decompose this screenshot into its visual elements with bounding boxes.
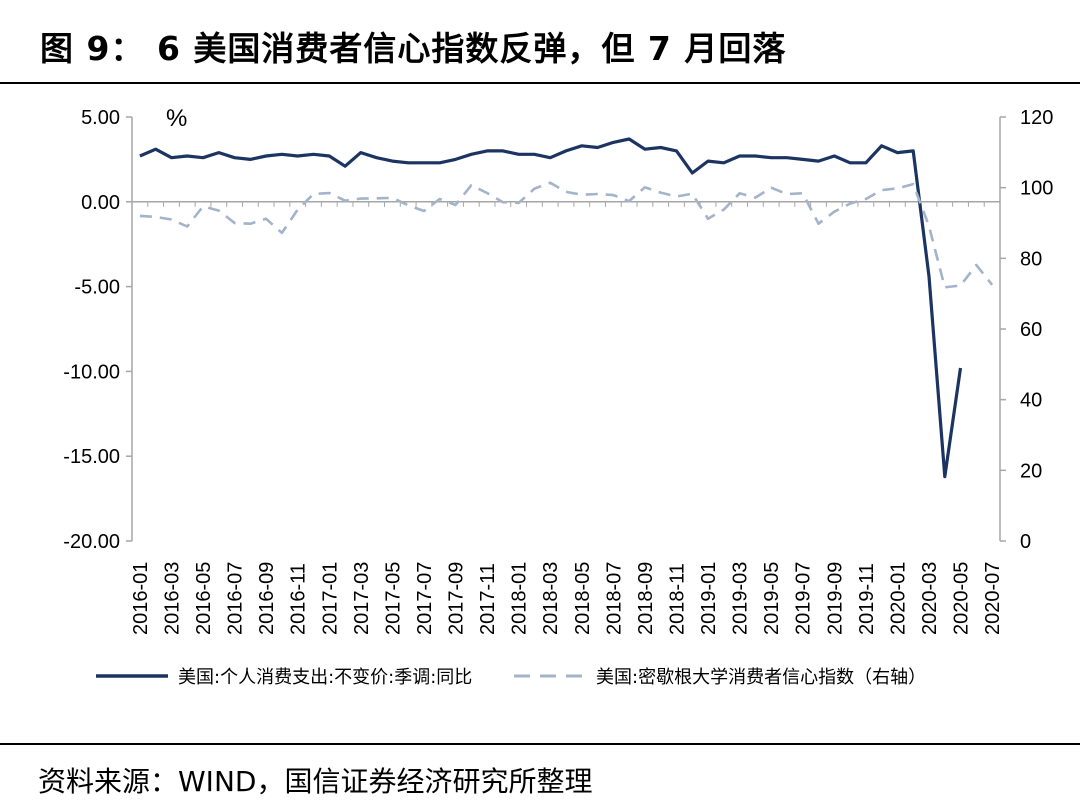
right-tick-label: 20 xyxy=(1020,460,1042,482)
x-tick-label: 2018-05 xyxy=(572,562,594,635)
consumption-yoy-line xyxy=(139,137,963,479)
source-note: 资料来源：WIND，国信证券经济研究所整理 xyxy=(38,765,593,798)
left-tick-label: 0.00 xyxy=(81,192,120,214)
chart-legend: 美国:个人消费支出:不变价:季调:同比 美国:密歇根大学消费者信心指数（右轴） xyxy=(96,667,926,688)
legend-label-2: 美国:密歇根大学消费者信心指数（右轴） xyxy=(596,667,926,688)
x-tick-label: 2017-05 xyxy=(382,562,404,635)
x-tick-label: 2019-05 xyxy=(761,562,783,635)
x-tick-label: 2018-09 xyxy=(635,562,657,635)
page-title: 图 9： 6 美国消费者信心指数反弹，但 7 月回落 xyxy=(40,29,787,68)
right-tick-label: 40 xyxy=(1020,390,1042,412)
x-tick-label: 2018-11 xyxy=(666,563,688,635)
legend-label-1: 美国:个人消费支出:不变价:季调:同比 xyxy=(178,667,472,688)
left-tick-label: -5.00 xyxy=(74,277,120,299)
left-unit-label: % xyxy=(166,105,187,132)
x-tick-label: 2016-05 xyxy=(193,562,215,635)
x-tick-label: 2016-09 xyxy=(256,562,278,635)
x-tick-label: 2017-01 xyxy=(319,562,341,635)
x-tick-label: 2020-07 xyxy=(982,562,1004,635)
right-tick-label: 120 xyxy=(1020,107,1053,129)
x-tick-label: 2016-07 xyxy=(225,562,247,635)
x-tick-label: 2019-07 xyxy=(793,562,815,635)
title-rule xyxy=(0,82,1080,84)
x-tick-label: 2019-03 xyxy=(730,562,752,635)
left-tick-label: 5.00 xyxy=(81,107,120,129)
x-tick-label: 2019-01 xyxy=(698,562,720,635)
x-tick-label: 2020-03 xyxy=(919,562,941,635)
x-tick-label: 2018-03 xyxy=(540,562,562,635)
x-tick-label: 2016-03 xyxy=(161,562,183,635)
x-tick-label: 2017-11 xyxy=(477,563,499,635)
left-tick-label: -20.00 xyxy=(63,531,120,553)
x-tick-label: 2018-07 xyxy=(603,562,625,635)
chart-plot-area xyxy=(139,137,994,479)
x-tick-label: 2016-11 xyxy=(288,563,310,635)
left-tick-label: -15.00 xyxy=(63,446,120,468)
x-tick-label: 2018-01 xyxy=(509,562,531,635)
chart-axes: 5.00 0.00 -5.00 -10.00 -15.00 -20.00 120 100 80 6… xyxy=(63,105,1053,635)
x-tick-label: 2017-03 xyxy=(351,562,373,635)
x-tick-label: 2020-05 xyxy=(951,562,973,635)
line-chart: 5.00 0.00 -5.00 -10.00 -15.00 -20.00 120 100 80 6… xyxy=(63,105,1053,688)
right-tick-label: 80 xyxy=(1020,248,1042,270)
right-tick-label: 100 xyxy=(1020,178,1053,200)
left-tick-label: -10.00 xyxy=(63,361,120,383)
x-tick-label: 2017-07 xyxy=(414,562,436,635)
source-rule xyxy=(0,743,1080,745)
sentiment-index-line xyxy=(139,181,994,289)
right-tick-label: 60 xyxy=(1020,319,1042,341)
x-tick-label: 2016-01 xyxy=(130,562,152,635)
x-tick-label: 2017-09 xyxy=(446,562,468,635)
x-tick-label: 2019-11 xyxy=(856,563,878,635)
right-tick-label: 0 xyxy=(1020,531,1031,553)
x-tick-label: 2019-09 xyxy=(824,562,846,635)
x-tick-label: 2020-01 xyxy=(887,562,909,635)
